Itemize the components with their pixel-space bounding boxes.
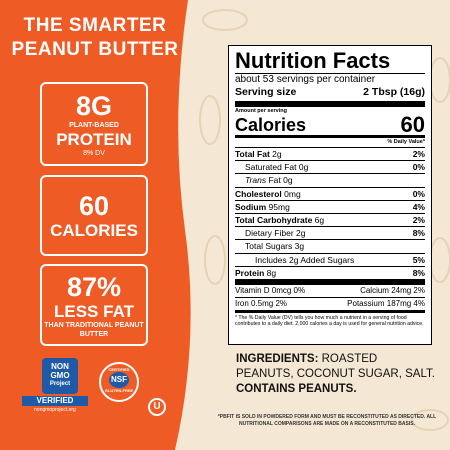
nutrient-left: Sodium 95mg xyxy=(235,201,290,213)
ingredients: INGREDIENTS: ROASTED PEANUTS, COCONUT SU… xyxy=(236,352,436,397)
nutrient-name: Protein xyxy=(235,267,265,278)
nutrient-row: Sodium 95mg 4% xyxy=(235,199,425,213)
callout-value: 87% xyxy=(66,271,122,302)
dv-header: % Daily Value* xyxy=(235,135,425,147)
nutrient-name: Total Sugars xyxy=(245,241,293,252)
nutrient-amount: 6g xyxy=(314,214,325,225)
callout-note: 8% DV xyxy=(83,149,105,157)
serving-size-value: 2 Tbsp (16g) xyxy=(363,86,425,98)
nutrient-name: Cholesterol xyxy=(235,188,282,199)
calories-label: Calories xyxy=(235,115,307,135)
nutrient-left: Total Sugars 3g xyxy=(245,240,304,252)
logo-text: Project xyxy=(49,381,71,387)
logo-text: NON xyxy=(51,362,69,371)
calories-value: 60 xyxy=(400,112,425,137)
logo-text: CERTIFIED xyxy=(108,367,130,372)
callout: 87% LESS FAT THAN TRADITIONAL PEANUT BUT… xyxy=(40,264,148,346)
nutrient-name: Total Fat xyxy=(235,149,270,159)
nutrient-dv: 2% xyxy=(412,214,425,225)
nutrient-rows: Total Fat 2g 2% Saturated Fat 0g 0% Trans Fa… xyxy=(235,147,425,279)
nutrient-row: Protein 8g 8% xyxy=(235,265,425,279)
vitamin-row: Vitamin D 0mcg 0% Calcium 24mg 2% xyxy=(235,278,425,297)
nutrient-row: Includes 2g Added Sugars 5% xyxy=(235,252,425,266)
ingredients-heading: INGREDIENTS: xyxy=(236,353,319,365)
nutrient-amount: 2g xyxy=(296,228,306,239)
nutrient-name: Trans xyxy=(245,175,267,186)
nutrient-row: Cholesterol 0mg 0% xyxy=(235,186,425,200)
callout-emphasis: PROTEIN xyxy=(56,129,132,149)
nutrient-dv: 8% xyxy=(412,267,425,278)
vitamin: Vitamin D 0mcg 0% xyxy=(235,285,306,295)
callout-label: PLANT-BASED xyxy=(69,121,119,129)
callout-value: 60 xyxy=(78,191,110,221)
nutrient-name: Total Carbohydrate xyxy=(235,214,313,225)
nutrient-amount: Fat 0g xyxy=(268,175,293,186)
nutrient-amount: 0mg xyxy=(284,188,301,199)
vitamin: Iron 0.5mg 2% xyxy=(235,298,288,308)
nutrient-dv: 5% xyxy=(412,254,425,265)
allergen: CONTAINS PEANUTS. xyxy=(236,383,357,395)
nutrient-amount: 3g xyxy=(294,241,305,252)
nutrient-name: Sodium xyxy=(235,201,267,212)
callout-label: LESS FAT xyxy=(54,301,134,321)
nutrient-left: Saturated Fat 0g xyxy=(245,161,308,173)
nutrient-left: Total Fat 2g xyxy=(235,148,282,160)
logo-text: nongmoproject.org xyxy=(34,407,76,413)
nutrient-row: Trans Fat 0g xyxy=(235,173,425,186)
amount-per-serving: Amount per serving xyxy=(235,101,425,115)
serving-size-label: Serving size xyxy=(235,86,297,98)
nutrient-left: Dietary Fiber 2g xyxy=(245,227,306,239)
logo-text: GMO xyxy=(50,371,70,380)
servings: about 53 servings per container xyxy=(235,73,425,86)
nutrient-dv: 0% xyxy=(412,162,425,173)
vitamin: Potassium 187mg 4% xyxy=(347,298,425,308)
logo-text: VERIFIED xyxy=(22,396,88,406)
non-gmo-logo: NON GMO Project VERIFIED nongmoproject.o… xyxy=(22,358,88,426)
nutrient-row: Dietary Fiber 2g 8% xyxy=(235,226,425,239)
nutrient-dv: 2% xyxy=(412,149,425,159)
vitamin: Calcium 24mg 2% xyxy=(360,285,425,295)
callout-value: 8G xyxy=(75,90,113,121)
nutrient-left: Total Carbohydrate 6g xyxy=(235,214,324,226)
headline: THE SMARTER PEANUT BUTTER xyxy=(11,15,179,60)
nutrient-left: Includes 2g Added Sugars xyxy=(255,254,354,266)
nutrient-left: Protein 8g xyxy=(235,267,276,279)
nutrient-amount: 95mg xyxy=(268,201,290,212)
nutrient-amount: 2g xyxy=(272,149,282,159)
nutrient-amount: 8g xyxy=(266,267,277,278)
ingredients-list: ROASTED PEANUTS, COCONUT SUGAR, SALT. xyxy=(236,353,435,380)
vitamin-row: Iron 0.5mg 2% Potassium 187mg 4% xyxy=(235,296,425,310)
nutrient-name: Saturated Fat xyxy=(245,162,297,173)
label-title: Nutrition Facts xyxy=(235,48,391,73)
callout-label: CALORIES xyxy=(50,221,138,240)
callout-note: THAN TRADITIONAL PEANUT BUTTER xyxy=(44,321,144,338)
nutrient-row: Total Sugars 3g xyxy=(235,239,425,252)
nutrient-row: Total Carbohydrate 6g 2% xyxy=(235,212,425,226)
nutrient-dv: 4% xyxy=(412,201,425,212)
nutrient-row: Total Fat 2g 2% xyxy=(235,147,425,160)
nsf-logo: CERTIFIED NSF GLUTEN-FREE xyxy=(99,362,139,402)
nutrient-row: Saturated Fat 0g 0% xyxy=(235,160,425,173)
callout: 60 CALORIES xyxy=(40,175,148,256)
logo-text: NSF xyxy=(109,372,129,388)
nutrient-name: Includes 2g Added Sugars xyxy=(255,254,355,265)
nutrient-dv: 8% xyxy=(412,228,425,239)
callout: 8G PLANT-BASED PROTEIN 8% DV xyxy=(40,82,148,166)
nutrition-label: Nutrition Facts about 53 servings per co… xyxy=(228,45,432,345)
nutrient-left: Trans Fat 0g xyxy=(245,174,293,186)
label-footnote: * The % Daily Value (DV) tells you how m… xyxy=(235,309,425,328)
nutrient-amount: 0g xyxy=(298,162,309,173)
nutrient-left: Cholesterol 0mg xyxy=(235,188,301,200)
nutrient-dv: 0% xyxy=(412,188,425,199)
nutrient-name: Dietary Fiber xyxy=(245,228,294,239)
kosher-logo: U xyxy=(148,398,166,416)
logo-text: GLUTEN-FREE xyxy=(104,388,134,393)
disclaimer: *PBFIT IS SOLD IN POWDERED FORM AND MUST… xyxy=(217,414,437,427)
